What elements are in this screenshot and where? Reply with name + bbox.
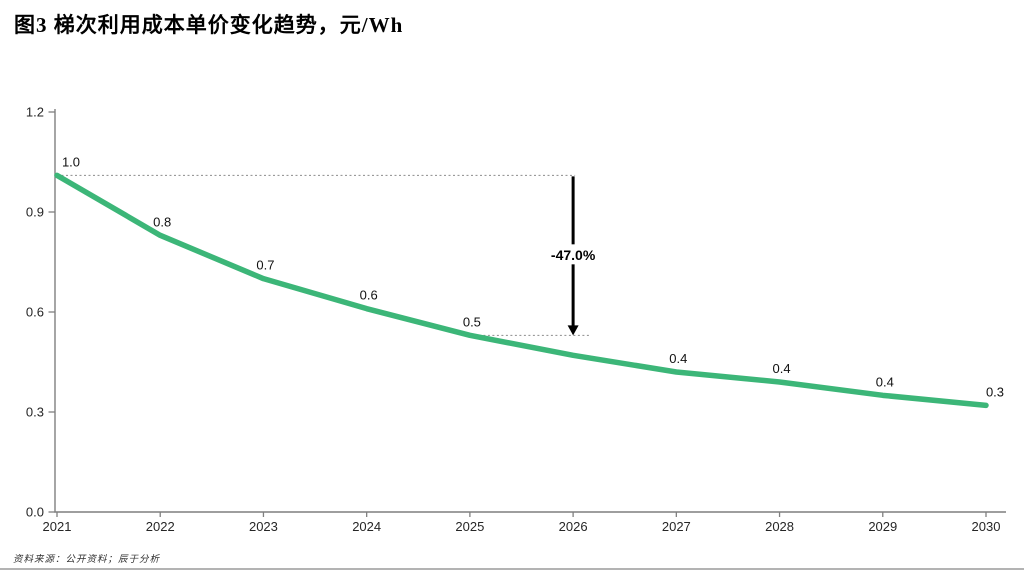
x-tick-label: 2024 bbox=[352, 519, 381, 534]
x-tick-label: 2030 bbox=[972, 519, 1001, 534]
source-note: 资料来源：公开资料；辰于分析 bbox=[13, 555, 161, 565]
annotation-label-bg bbox=[542, 244, 605, 265]
axes bbox=[54, 109, 1006, 513]
x-tick-label: 2029 bbox=[868, 519, 897, 534]
data-point-label: 0.4 bbox=[876, 374, 894, 389]
y-tick-label: 0.6 bbox=[26, 305, 44, 320]
x-tick-label: 2025 bbox=[455, 519, 484, 534]
data-point-label: 0.6 bbox=[360, 288, 378, 303]
x-tick-label: 2022 bbox=[146, 519, 175, 534]
x-tick-label: 2028 bbox=[765, 519, 794, 534]
data-point-label: 1.0 bbox=[62, 154, 80, 169]
data-point-label: 0.8 bbox=[153, 214, 171, 229]
bottom-divider bbox=[0, 568, 1024, 570]
x-tick-label: 2023 bbox=[249, 519, 278, 534]
x-tick-label: 2026 bbox=[559, 519, 588, 534]
y-tick-label: 0.3 bbox=[26, 405, 44, 420]
data-point-label: 0.4 bbox=[669, 351, 687, 366]
chart-title: 图3 梯次利用成本单价变化趋势，元/Wh bbox=[14, 13, 404, 37]
decline-arrow-head bbox=[567, 325, 579, 336]
data-point-label: 0.3 bbox=[986, 384, 1004, 399]
annotation-label: -47.0% bbox=[551, 247, 596, 263]
cost-trend-line bbox=[54, 172, 989, 409]
y-tick-label: 1.2 bbox=[26, 105, 44, 120]
data-point-label: 0.4 bbox=[773, 361, 791, 376]
y-tick-label: 0.0 bbox=[26, 505, 44, 520]
x-tick-label: 2021 bbox=[43, 519, 72, 534]
data-point-label: 0.7 bbox=[256, 258, 274, 273]
x-tick-label: 2027 bbox=[662, 519, 691, 534]
y-tick-label: 0.9 bbox=[26, 205, 44, 220]
data-point-label: 0.5 bbox=[463, 314, 481, 329]
